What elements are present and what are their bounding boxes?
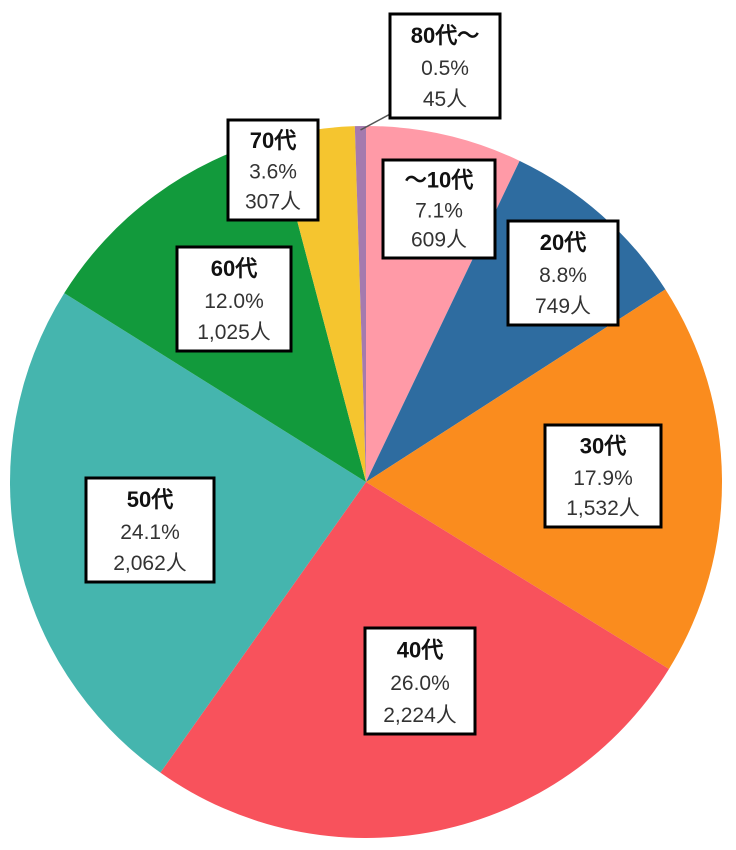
count-label: 609人 [411, 229, 467, 252]
slice-label-7: 80代〜 0.5% 45人 [360, 12, 502, 131]
label-box [226, 118, 320, 222]
label-box [506, 219, 620, 327]
percent-label: 17.9% [573, 467, 633, 490]
count-label: 749人 [535, 295, 591, 318]
percent-label: 7.1% [415, 199, 463, 222]
count-label: 1,532人 [566, 497, 640, 520]
label-box [381, 158, 497, 260]
label-box [175, 245, 293, 353]
percent-label: 12.0% [204, 290, 264, 313]
label-box [543, 423, 663, 529]
label-box [388, 12, 502, 120]
category-label: 70代 [250, 128, 296, 153]
leader-line [360, 111, 395, 131]
slice-label-1: 20代 8.8% 749人 [506, 219, 620, 327]
pie-slice-7 [354, 126, 366, 482]
slice-label-4: 50代 24.1% 2,062人 [84, 476, 216, 584]
pie-labels: 〜10代 7.1% 609人 20代 8.8% 749人 30代 17.9% 1,532人 40代… [84, 12, 663, 736]
count-label: 1,025人 [197, 321, 271, 344]
category-label: 20代 [540, 230, 586, 255]
label-box [363, 626, 477, 736]
percent-label: 8.8% [539, 264, 587, 287]
category-label: 80代〜 [411, 23, 479, 48]
percent-label: 3.6% [249, 161, 297, 184]
category-label: 30代 [580, 433, 626, 458]
count-label: 2,062人 [113, 552, 187, 575]
count-label: 45人 [423, 88, 467, 111]
slice-label-5: 60代 12.0% 1,025人 [175, 245, 293, 353]
percent-label: 26.0% [390, 672, 450, 695]
percent-label: 0.5% [421, 57, 469, 80]
percent-label: 24.1% [120, 521, 180, 544]
slice-label-6: 70代 3.6% 307人 [226, 118, 320, 222]
count-label: 2,224人 [383, 704, 457, 727]
slice-label-0: 〜10代 7.1% 609人 [381, 158, 497, 260]
category-label: 50代 [127, 487, 173, 512]
count-label: 307人 [245, 190, 301, 213]
category-label: 〜10代 [405, 167, 473, 192]
category-label: 60代 [211, 256, 257, 281]
slice-label-2: 30代 17.9% 1,532人 [543, 423, 663, 529]
slice-label-3: 40代 26.0% 2,224人 [363, 626, 477, 736]
category-label: 40代 [397, 638, 443, 663]
label-box [84, 476, 216, 584]
